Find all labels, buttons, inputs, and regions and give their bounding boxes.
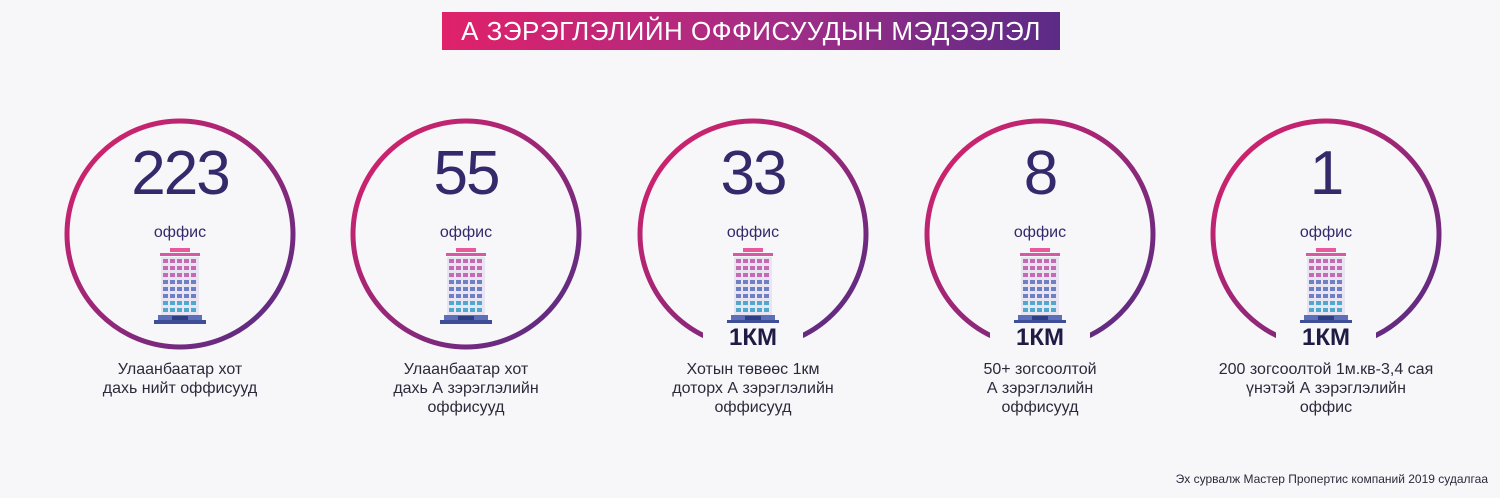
stat-caption: Улаанбаатар хот дахь нийт оффисууд — [102, 361, 258, 397]
distance-badge: 1КМ — [990, 323, 1090, 353]
stat-number: 223 — [131, 139, 230, 208]
stat-unit: оффис — [1013, 224, 1067, 241]
stat-caption: 200 зогсоолтой 1м.кв-3,4 сая үнэтэй А зэ… — [1218, 361, 1434, 416]
stat-unit: оффис — [1299, 224, 1353, 241]
stat-number: 1 — [1309, 139, 1344, 208]
stat-ring — [350, 118, 582, 350]
distance-badge: 1КМ — [1276, 323, 1376, 353]
stat-caption: Хотын төвөөс 1км доторх А зэрэглэлийн оф… — [672, 361, 834, 416]
office-building-icon — [440, 248, 492, 324]
stat-unit: оффис — [439, 224, 493, 241]
stat-ring — [64, 118, 296, 350]
distance-badge: 1КМ — [703, 323, 803, 353]
stat-number: 33 — [720, 139, 788, 208]
office-building-icon — [727, 248, 779, 324]
stat-unit: оффис — [726, 224, 780, 241]
stat-unit: оффис — [153, 224, 207, 241]
stat-number: 8 — [1023, 139, 1058, 208]
page-title: А ЗЭРЭГЛЭЛИЙН ОФФИСУУДЫН МЭДЭЭЛЭЛ — [442, 12, 1060, 50]
office-building-icon — [154, 248, 206, 324]
stat-caption: Улаанбаатар хот дахь А зэрэглэлийн оффис… — [393, 361, 539, 416]
stat-number: 55 — [433, 139, 501, 208]
source-note: Эх сурвалж Мастер Пропертис компаний 201… — [1175, 472, 1488, 486]
stat-caption: 50+ зогсоолтой А зэрэглэлийн оффисууд — [983, 361, 1097, 416]
office-building-icon — [1014, 248, 1066, 324]
office-building-icon — [1300, 248, 1352, 324]
